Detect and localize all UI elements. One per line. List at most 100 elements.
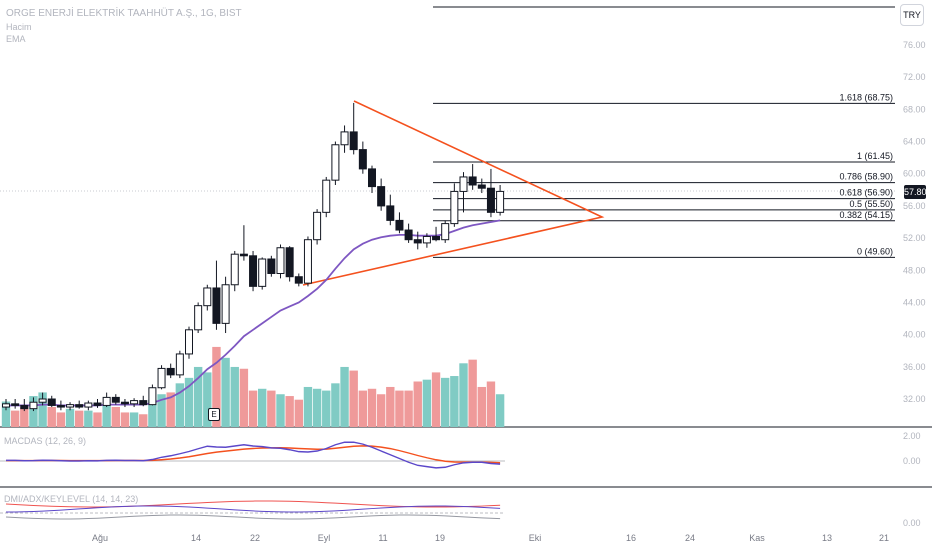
- candle: [496, 184, 505, 216]
- candle-body: [468, 176, 477, 186]
- price-axis-label: 68.00: [903, 104, 926, 114]
- volume-bar: [258, 388, 267, 427]
- candle: [340, 125, 349, 153]
- candle: [358, 141, 367, 174]
- volume-bar: [285, 396, 294, 427]
- volume-bar: [212, 346, 221, 427]
- candle: [249, 250, 258, 292]
- volume-bar: [422, 379, 432, 427]
- candle: [175, 350, 184, 379]
- volume-bar: [413, 381, 422, 427]
- dmi-axis-label: 0.00: [903, 518, 921, 528]
- triangle-pattern: [302, 100, 605, 286]
- candle-body: [477, 184, 486, 189]
- macd-signal-line: [6, 445, 501, 464]
- candle: [349, 102, 358, 155]
- candle-body: [432, 235, 441, 241]
- volume-bar: [248, 390, 258, 427]
- volume-bar: [203, 372, 212, 427]
- candle: [84, 400, 93, 411]
- candle: [441, 220, 450, 243]
- volume-bar: [303, 386, 313, 427]
- candle-body: [331, 144, 340, 181]
- candle-body: [441, 223, 450, 241]
- time-axis-label: 19: [435, 533, 445, 543]
- candle-body: [212, 287, 221, 324]
- volume-bar: [431, 372, 441, 427]
- candle: [93, 399, 102, 408]
- candle: [166, 363, 175, 379]
- candle: [194, 302, 203, 334]
- candle: [422, 233, 431, 248]
- volume-indicator-label[interactable]: Hacim: [6, 22, 32, 32]
- candle-body: [47, 398, 56, 406]
- volume-bar: [340, 366, 349, 427]
- volume-bar: [441, 377, 450, 427]
- candle-body: [404, 229, 413, 241]
- candle: [221, 276, 230, 334]
- candle: [468, 164, 477, 190]
- candle-body: [102, 396, 111, 406]
- volume-bar: [376, 394, 386, 427]
- candle: [75, 400, 84, 409]
- ema-indicator-label[interactable]: EMA: [6, 34, 26, 44]
- volume-bar: [120, 412, 130, 427]
- candle-body: [413, 239, 422, 244]
- volume-bar: [1, 401, 11, 427]
- candle-body: [84, 402, 93, 408]
- candle: [2, 399, 10, 411]
- time-axis-label: Kas: [749, 533, 765, 543]
- volume-bar: [322, 390, 331, 427]
- macd-axis-label: 2.00: [903, 431, 921, 441]
- candle-body: [486, 187, 495, 213]
- volume-bar: [367, 388, 377, 427]
- candle-body: [29, 401, 38, 410]
- time-axis-label: Ağu: [92, 533, 108, 543]
- volume-bar: [358, 390, 368, 427]
- volume-bar: [312, 388, 322, 427]
- macd-indicator-label[interactable]: MACDAS (12, 26, 9): [4, 436, 87, 446]
- candle-body: [93, 402, 102, 406]
- volume-bar: [404, 390, 413, 427]
- candle: [267, 255, 276, 277]
- candle-body: [368, 168, 376, 188]
- candle-body: [395, 219, 404, 231]
- volume-bar: [139, 414, 148, 427]
- price-axis-label: 32.00: [903, 394, 926, 404]
- candle: [477, 178, 486, 194]
- volume-bar: [486, 381, 496, 427]
- volume-bar: [349, 370, 358, 427]
- candle-body: [386, 205, 395, 221]
- candle: [294, 273, 303, 287]
- candle: [322, 176, 331, 218]
- candle-body: [422, 235, 431, 244]
- candle-body: [459, 176, 468, 192]
- candle-body: [75, 404, 84, 408]
- candle: [486, 168, 495, 218]
- fib-level-label: 1 (61.45): [857, 151, 893, 161]
- candle: [239, 225, 248, 261]
- price-axis-label: 36.00: [903, 362, 926, 372]
- candle-body: [56, 404, 65, 408]
- candle: [47, 395, 56, 408]
- time-axis-label: 16: [626, 533, 636, 543]
- volume-bar: [395, 390, 404, 427]
- volume-bar: [47, 406, 56, 427]
- time-axis-label: Eyl: [318, 533, 331, 543]
- candle: [377, 178, 386, 211]
- volume-bar: [102, 405, 111, 427]
- volume-bar: [75, 410, 84, 427]
- volume-bar: [157, 394, 166, 427]
- volume-bar: [56, 412, 66, 427]
- candle-body: [276, 247, 285, 274]
- dmi-minus-line: [5, 514, 501, 520]
- earnings-badge[interactable]: E: [208, 408, 220, 421]
- time-axis-label: 24: [685, 533, 695, 543]
- volume-bar: [294, 399, 303, 427]
- currency-button[interactable]: TRY: [900, 4, 924, 26]
- volume-bar: [65, 408, 75, 427]
- candle-body: [120, 401, 129, 405]
- candle: [130, 398, 139, 408]
- dmi-indicator-label[interactable]: DMI/ADX/KEYLEVEL (14, 14, 23): [4, 494, 139, 504]
